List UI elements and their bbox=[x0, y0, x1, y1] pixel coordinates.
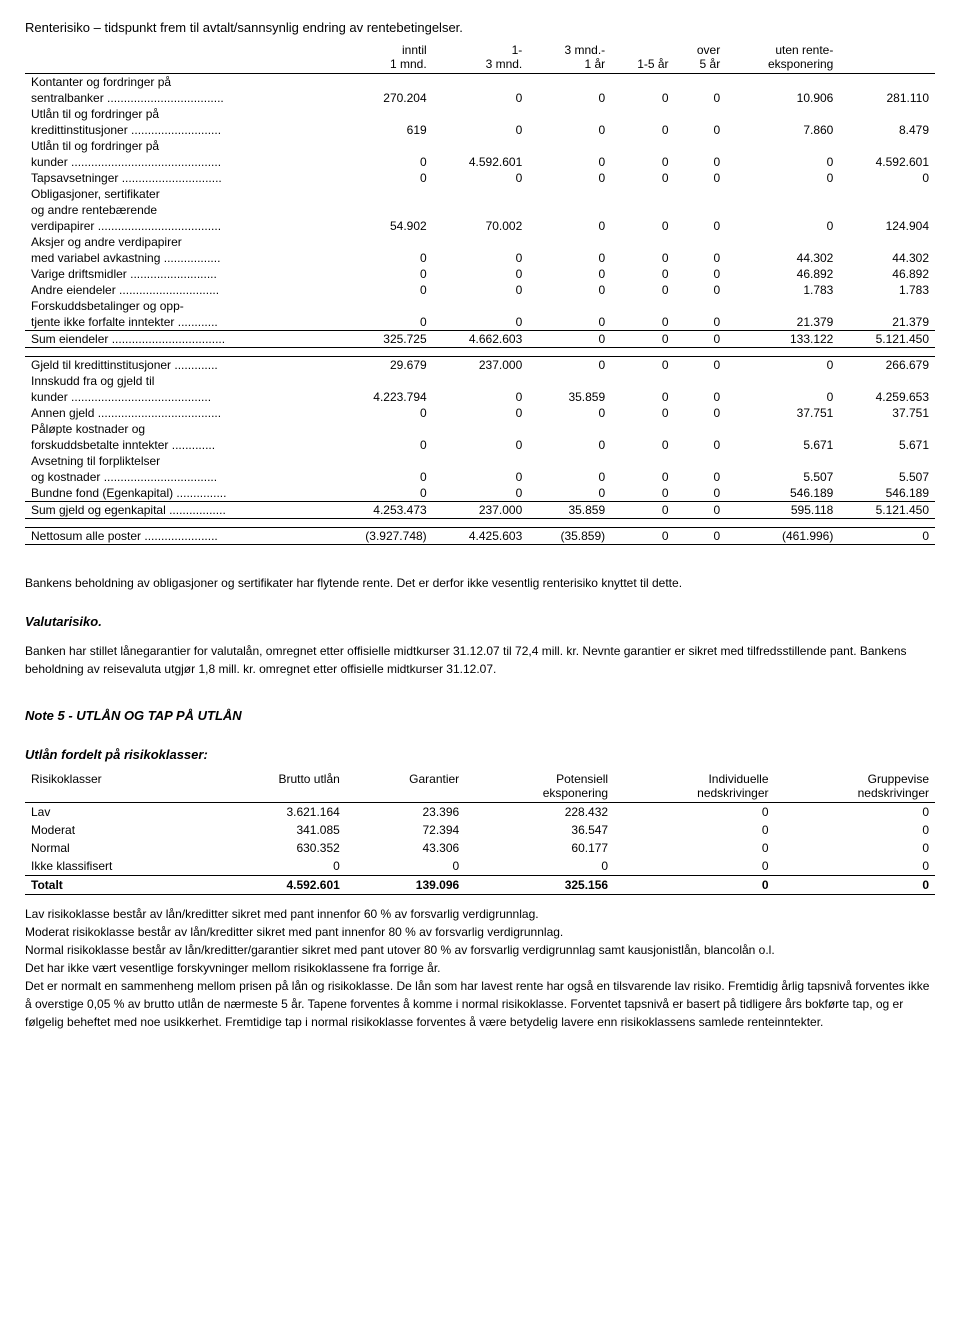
risk-col-5: Individuellenedskrivinger bbox=[614, 770, 774, 803]
heading-risk: Utlån fordelt på risikoklasser: bbox=[25, 747, 935, 762]
table-row: verdipapirer ...........................… bbox=[25, 218, 935, 234]
sum-liab-row: Sum gjeld og egenkapital ...............… bbox=[25, 502, 935, 519]
risk-col-2: Brutto utlån bbox=[205, 770, 346, 803]
heading-note5: Note 5 - UTLÅN OG TAP PÅ UTLÅN bbox=[25, 708, 935, 723]
col-1a: inntil1 mnd. bbox=[325, 41, 432, 74]
note-line: Normal risikoklasse består av lån/kredit… bbox=[25, 943, 775, 957]
note-line: Moderat risikoklasse består av lån/kredi… bbox=[25, 925, 563, 939]
col-3a: 3 mnd.-1 år bbox=[528, 41, 611, 74]
risk-class-table: Risikoklasser Brutto utlån Garantier Pot… bbox=[25, 770, 935, 895]
table-row: Varige driftsmidler ....................… bbox=[25, 266, 935, 282]
table-row: Tapsavsetninger ........................… bbox=[25, 170, 935, 186]
para-valuta: Banken har stillet lånegarantier for val… bbox=[25, 643, 935, 678]
risk-row-total: Totalt4.592.601139.096325.15600 bbox=[25, 876, 935, 895]
table-row: Avsetning til forpliktelser bbox=[25, 453, 935, 469]
note-line: Lav risikoklasse består av lån/kreditter… bbox=[25, 907, 539, 921]
col-4: 1-5 år bbox=[611, 41, 674, 74]
risk-row-ikke: Ikke klassifisert00000 bbox=[25, 857, 935, 876]
table-row: med variabel avkastning ................… bbox=[25, 250, 935, 266]
heading-valutarisiko: Valutarisiko. bbox=[25, 614, 935, 629]
table-row: og andre rentebærende bbox=[25, 202, 935, 218]
table-row: kunder .................................… bbox=[25, 389, 935, 405]
interest-risk-table: inntil1 mnd. 1-3 mnd. 3 mnd.-1 år 1-5 år… bbox=[25, 41, 935, 545]
table-row: forskuddsbetalte inntekter .............… bbox=[25, 437, 935, 453]
table-row: tjente ikke forfalte inntekter .........… bbox=[25, 314, 935, 331]
note-line: Det er normalt en sammenheng mellom pris… bbox=[25, 979, 929, 1029]
table-row: Innskudd fra og gjeld til bbox=[25, 373, 935, 389]
table-row: Påløpte kostnader og bbox=[25, 421, 935, 437]
para-bonds: Bankens beholdning av obligasjoner og se… bbox=[25, 575, 935, 592]
notes-block: Lav risikoklasse består av lån/kreditter… bbox=[25, 905, 935, 1031]
risk-row-mod: Moderat341.08572.39436.54700 bbox=[25, 821, 935, 839]
risk-row-nor: Normal630.35243.30660.17700 bbox=[25, 839, 935, 857]
risk-col-6: Gruppevisenedskrivinger bbox=[775, 770, 935, 803]
table-row: sentralbanker ..........................… bbox=[25, 90, 935, 106]
risk-col-1: Risikoklasser bbox=[25, 770, 205, 803]
sum-assets-row: Sum eiendeler ..........................… bbox=[25, 331, 935, 348]
page-title: Renterisiko – tidspunkt frem til avtalt/… bbox=[25, 20, 935, 35]
table-row: Utlån til og fordringer på bbox=[25, 138, 935, 154]
table-row: Aksjer og andre verdipapirer bbox=[25, 234, 935, 250]
table-row: kredittinstitusjoner ...................… bbox=[25, 122, 935, 138]
col-2a: 1-3 mnd. bbox=[433, 41, 529, 74]
col-5a: over5 år bbox=[675, 41, 727, 74]
table-row: Forskuddsbetalinger og opp- bbox=[25, 298, 935, 314]
table-row: Utlån til og fordringer på bbox=[25, 106, 935, 122]
table-row: Kontanter og fordringer på bbox=[25, 74, 935, 91]
col-6a: uten rente-eksponering bbox=[726, 41, 839, 74]
table-row: Annen gjeld ............................… bbox=[25, 405, 935, 421]
table-row: Bundne fond (Egenkapital) ..............… bbox=[25, 485, 935, 502]
note-line: Det har ikke vært vesentlige forskyvning… bbox=[25, 961, 441, 975]
table-row: kunder .................................… bbox=[25, 154, 935, 170]
table-row: og kostnader ...........................… bbox=[25, 469, 935, 485]
table-row: Andre eiendeler ........................… bbox=[25, 282, 935, 298]
risk-col-4: Potensielleksponering bbox=[465, 770, 614, 803]
net-row: Nettosum alle poster ...................… bbox=[25, 528, 935, 545]
table-row: Gjeld til kredittinstitusjoner .........… bbox=[25, 357, 935, 374]
risk-row-lav: Lav3.621.16423.396228.43200 bbox=[25, 803, 935, 822]
table-row: Obligasjoner, sertifikater bbox=[25, 186, 935, 202]
risk-col-3: Garantier bbox=[346, 770, 465, 803]
